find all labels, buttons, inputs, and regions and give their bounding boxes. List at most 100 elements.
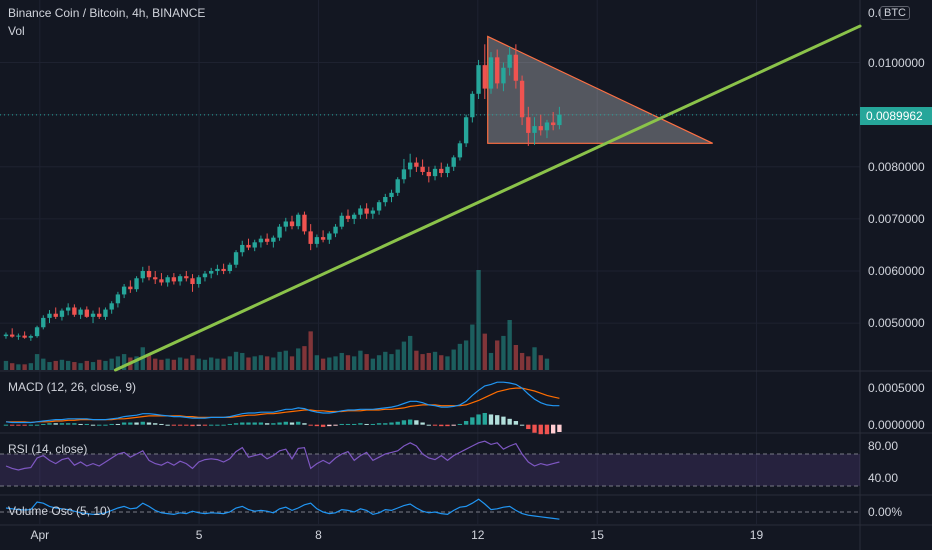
macd-histogram-bar [389, 422, 394, 425]
macd-histogram-bar [420, 422, 425, 425]
volume-bar [41, 358, 46, 370]
macd-histogram-bar [227, 423, 233, 425]
volume-bar [488, 352, 494, 370]
macd-histogram-bar [296, 421, 301, 425]
macd-histogram-bar [115, 423, 121, 425]
macd-histogram-bar [314, 424, 320, 427]
volume-bar [184, 358, 189, 370]
macd-histogram-bar [482, 412, 487, 425]
candle-body [10, 334, 15, 337]
macd-histogram-bar [196, 424, 201, 426]
volume-bar [115, 356, 121, 370]
candle-body [420, 166, 425, 172]
volume-bar [271, 357, 276, 370]
candle-body [190, 278, 195, 285]
macd-histogram-bar [383, 423, 388, 425]
macd-histogram-bar [59, 423, 65, 425]
currency-badge[interactable]: BTC [880, 6, 910, 20]
macd-histogram-bar [501, 416, 506, 425]
trendline [113, 24, 862, 372]
volume-bar [258, 355, 264, 370]
volume-bar [47, 362, 52, 370]
volume-bar [177, 357, 183, 370]
macd-histogram-bar [451, 424, 456, 426]
macd-histogram-bar [544, 424, 550, 435]
macd-histogram-bar [370, 423, 376, 425]
candle-body [383, 196, 388, 203]
time-tick-label: 8 [315, 528, 322, 542]
macd-histogram-bar [121, 422, 127, 425]
volume-bar [389, 354, 394, 370]
candle-body [432, 168, 438, 177]
candle-body [401, 169, 407, 180]
macd-histogram-bar [65, 423, 71, 425]
macd-tick-label: 0.0000000 [868, 417, 925, 432]
macd-histogram-bar [103, 424, 108, 426]
candle-body [221, 268, 226, 271]
time-tick-label: 12 [471, 528, 485, 542]
candle-body [90, 313, 96, 317]
volume-bar [426, 352, 431, 370]
rsi-tick-label: 40.00 [868, 471, 899, 485]
macd-histogram-bar [358, 423, 363, 425]
candle-body [327, 233, 332, 240]
candle-body [78, 309, 83, 315]
macd-histogram-bar [538, 424, 543, 435]
price-tick-label: 0.0060000 [868, 263, 925, 278]
macd-histogram-bar [407, 419, 413, 425]
candle-body [308, 231, 313, 244]
candle-body [358, 208, 363, 215]
macd-histogram-bar [208, 424, 214, 426]
volume-bar [277, 351, 282, 370]
candle-body [320, 237, 326, 240]
macd-histogram-bar [445, 424, 450, 427]
candle-body [134, 278, 139, 290]
volume-bar [246, 357, 251, 370]
macd-histogram-bar [233, 423, 239, 425]
candle-body [109, 303, 114, 310]
candle-body [115, 294, 121, 304]
candle-body [457, 143, 463, 158]
candle-body [532, 126, 537, 133]
volume-bar [283, 350, 288, 370]
candle-body [246, 244, 251, 248]
candle-body [28, 336, 34, 338]
chart-title: Binance Coin / Bitcoin, 4h, BINANCE [8, 6, 206, 20]
candle-body [153, 277, 158, 280]
volume-bar [519, 352, 525, 370]
macd-histogram-bar [165, 424, 170, 426]
candle-body [177, 276, 183, 282]
volume-bar [34, 354, 40, 370]
candle-body [84, 309, 89, 317]
macd-histogram-bar [159, 423, 164, 425]
volume-bar [153, 358, 158, 370]
candle-body [445, 166, 450, 174]
volume-bar [327, 357, 332, 370]
macd-histogram-bar [532, 424, 537, 433]
macd-histogram-bar [240, 422, 245, 425]
volume-bar [395, 349, 400, 370]
candle-body [97, 313, 102, 317]
macd-histogram-bar [551, 424, 556, 434]
volume-bar [463, 340, 469, 370]
macd-histogram-bar [47, 423, 52, 425]
candle-body [495, 57, 500, 84]
macd-histogram-bar [333, 424, 338, 426]
volume-bar [59, 359, 65, 370]
macd-histogram-bar [97, 424, 102, 426]
macd-histogram-bar [252, 422, 257, 425]
volume-bar [215, 358, 220, 370]
macd-histogram-bar [190, 424, 195, 427]
volume-bar [264, 356, 270, 370]
volume-bar [364, 354, 369, 370]
volume-bar [432, 351, 438, 370]
volume-bar [202, 359, 208, 370]
volume-bar [3, 360, 9, 370]
macd-histogram-bar [519, 424, 525, 426]
candle-body [159, 279, 164, 283]
price-tick-label: 0.0100000 [868, 55, 925, 70]
macd-histogram-bar [109, 423, 114, 425]
candle-body [215, 268, 220, 271]
candle-body [488, 57, 494, 89]
